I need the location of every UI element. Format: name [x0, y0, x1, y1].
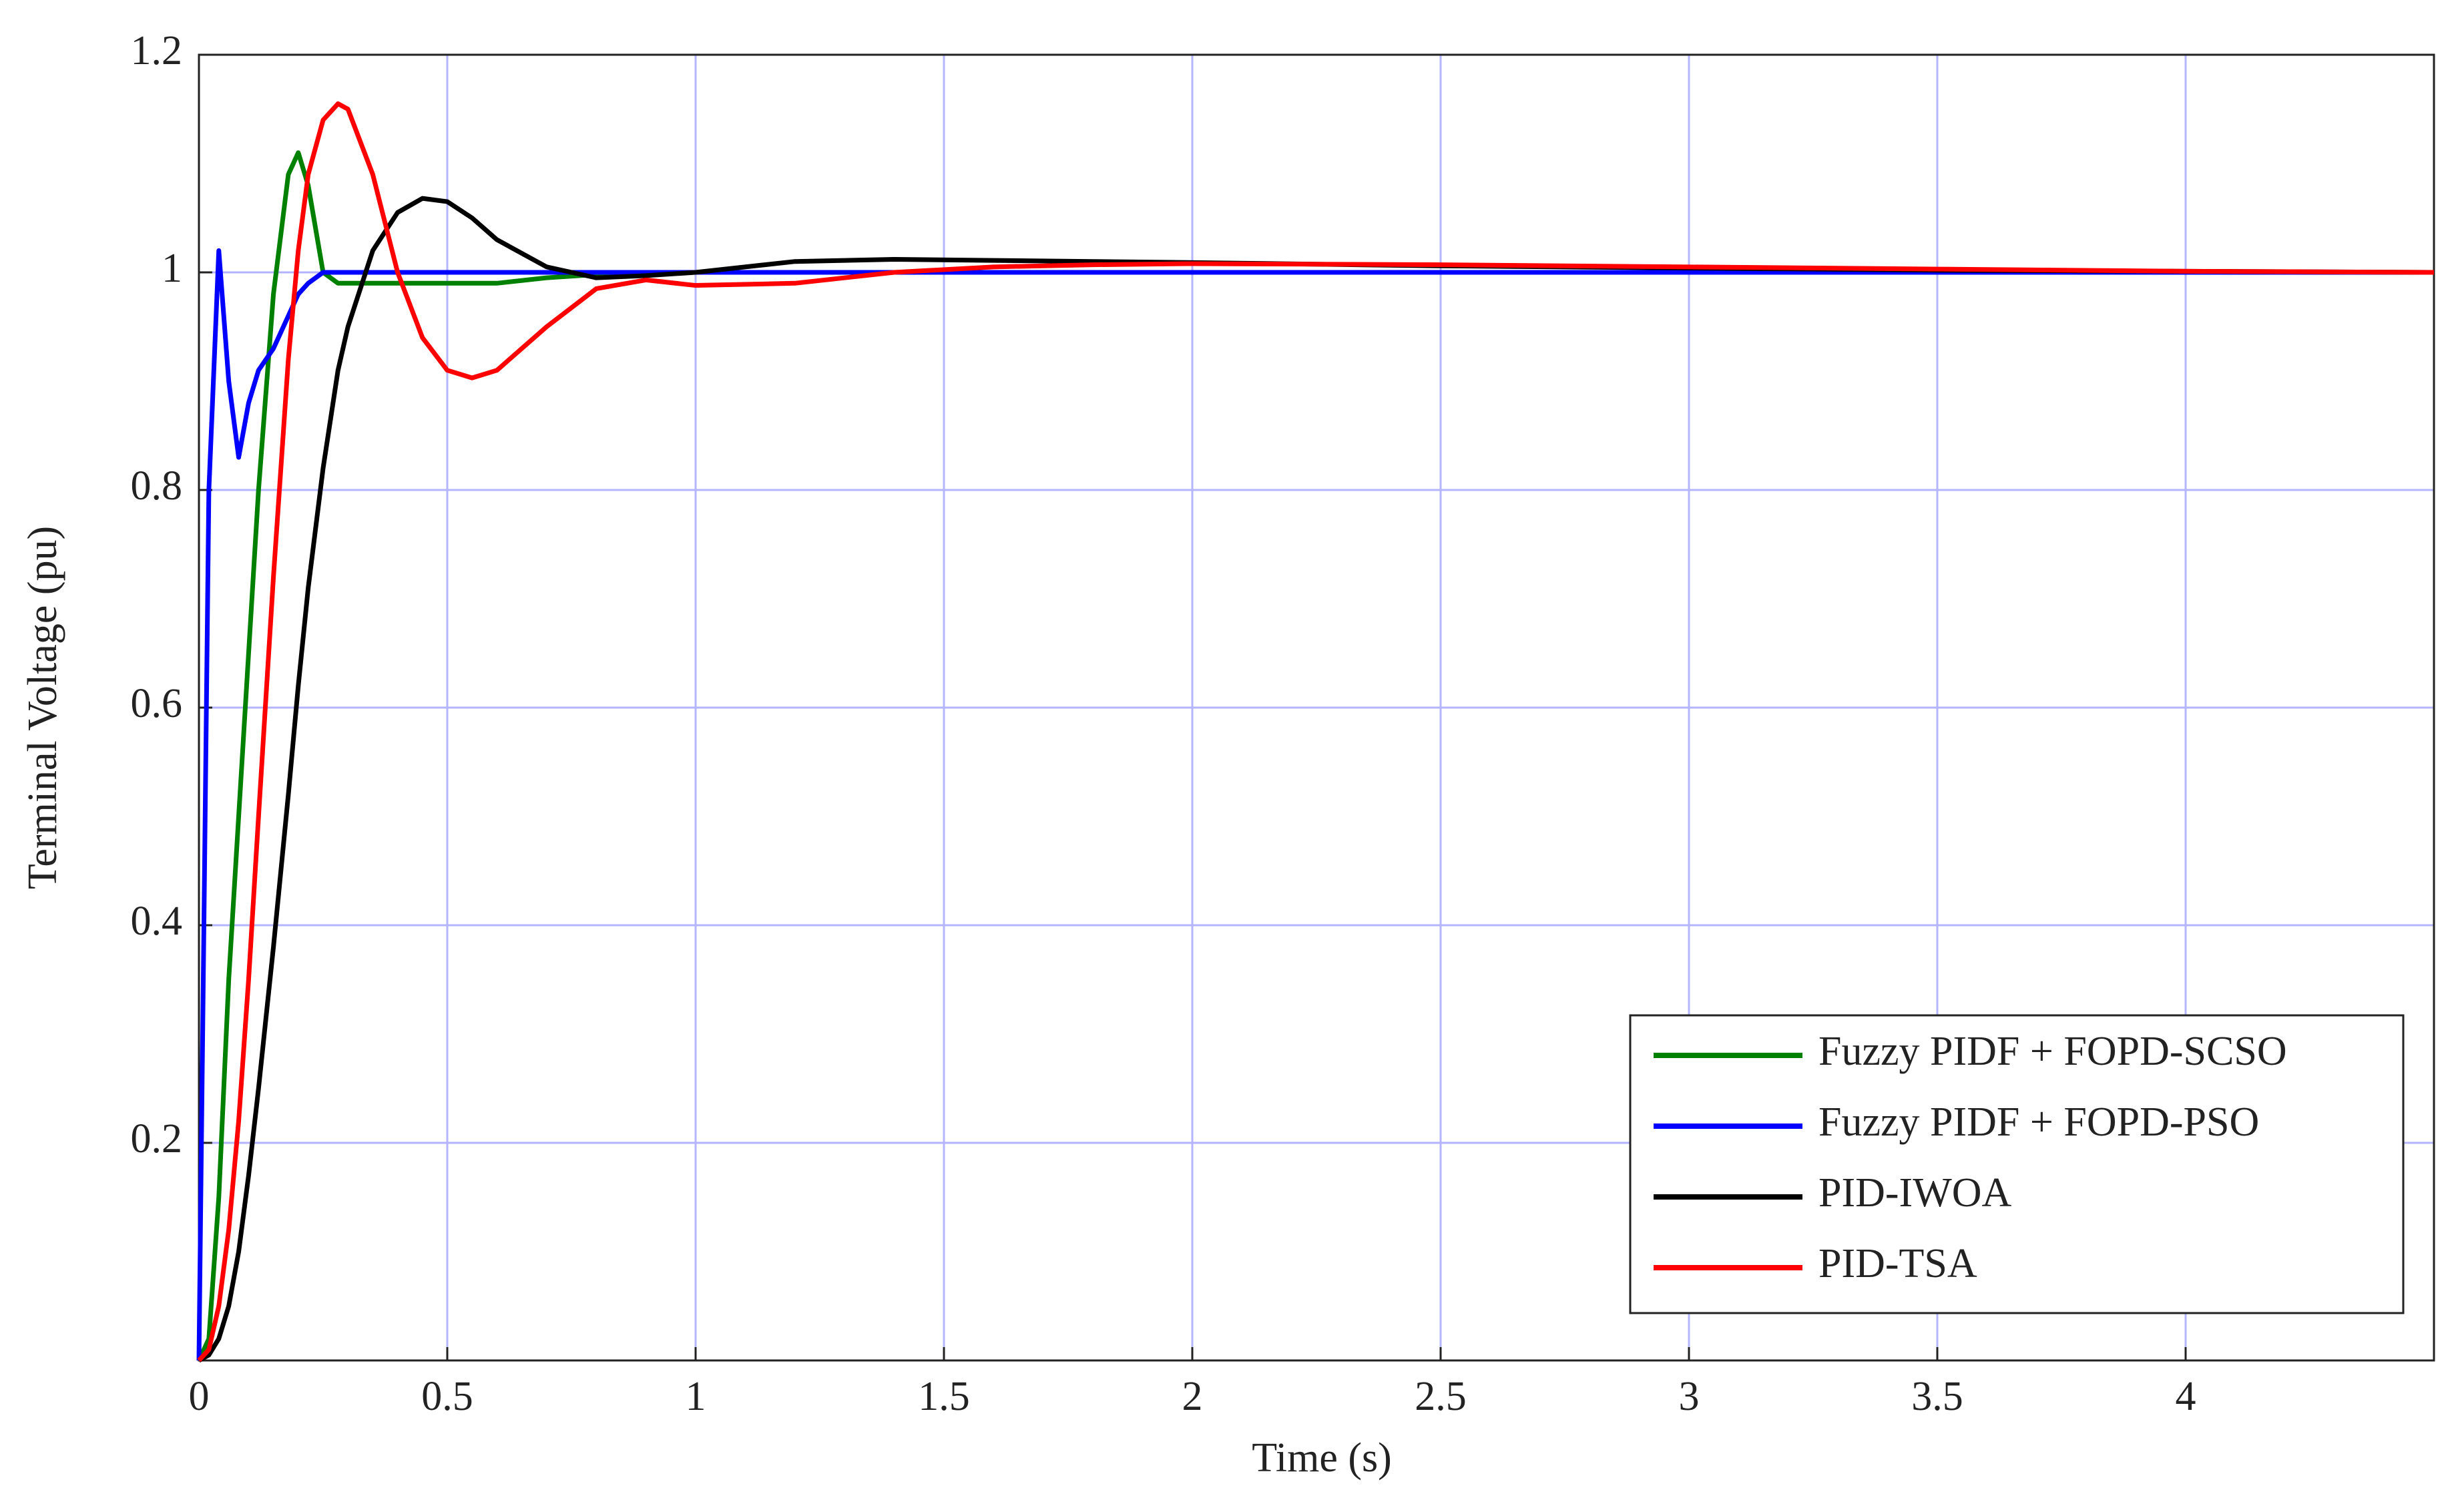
x-axis-label: Time (s) — [1252, 1435, 1392, 1481]
legend-label: Fuzzy PIDF + FOPD-PSO — [1818, 1099, 2259, 1145]
y-tick-label: 0.2 — [131, 1116, 183, 1162]
series-line — [197, 101, 2435, 1362]
x-tick-label: 3 — [1679, 1374, 1700, 1419]
legend-label: Fuzzy PIDF + FOPD-SCSO — [1818, 1029, 2287, 1074]
x-tick-label: 2.5 — [1415, 1374, 1467, 1419]
plot-frame — [198, 53, 2435, 1362]
legend-box — [1629, 1014, 2405, 1314]
legend-label: PID-TSA — [1818, 1241, 1977, 1286]
y-tick-label: 1 — [162, 246, 182, 291]
x-tick-label: 3.5 — [1911, 1374, 1963, 1419]
x-tick-label: 2 — [1182, 1374, 1203, 1419]
legend-label: PID-IWOA — [1818, 1170, 2011, 1216]
x-tick-label: 1 — [686, 1374, 706, 1419]
y-tick-label: 0.4 — [131, 899, 183, 944]
x-tick-label: 1.5 — [918, 1374, 970, 1419]
y-tick-label: 0.8 — [131, 463, 183, 509]
x-tick-label: 0.5 — [421, 1374, 473, 1419]
y-tick-label: 0.6 — [131, 681, 183, 726]
series-line — [196, 248, 2434, 1361]
x-tick-label: 0 — [189, 1374, 210, 1419]
y-axis-label: Terminal Voltage (pu) — [20, 526, 65, 889]
y-tick-label: 1.2 — [131, 28, 183, 73]
x-tick-label: 4 — [2176, 1374, 2196, 1419]
